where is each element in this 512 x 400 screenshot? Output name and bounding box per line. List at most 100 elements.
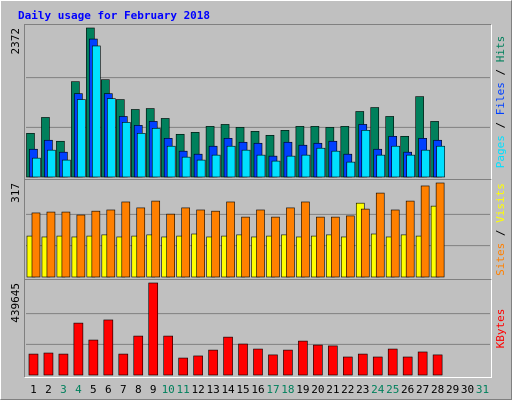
panel-bevel-light xyxy=(24,279,492,378)
x-tick-label: 15 xyxy=(236,383,249,396)
x-tick-label: 21 xyxy=(326,383,339,396)
bar xyxy=(43,352,54,376)
legend-entry: Sites xyxy=(494,243,507,276)
y-tick-label: 2372 xyxy=(9,28,22,55)
bar xyxy=(88,339,99,376)
bar xyxy=(121,201,131,278)
bar xyxy=(226,201,235,278)
x-tick-label: 25 xyxy=(386,383,399,396)
x-tick-label: 26 xyxy=(401,383,414,396)
x-tick-label: 31 xyxy=(476,383,489,396)
bar xyxy=(211,210,220,278)
x-tick-label: 28 xyxy=(431,383,444,396)
bar xyxy=(76,214,86,278)
bar xyxy=(91,210,101,278)
bar xyxy=(107,98,116,178)
bar xyxy=(376,154,386,178)
bar xyxy=(301,154,311,178)
bar xyxy=(61,211,71,278)
legend: KBytes xyxy=(494,309,507,349)
bar xyxy=(421,149,430,178)
bar xyxy=(316,216,325,278)
bar xyxy=(286,155,296,178)
bar xyxy=(31,212,41,278)
bar xyxy=(331,216,340,278)
bar xyxy=(151,200,161,278)
bar xyxy=(166,213,175,278)
legend-separator: / xyxy=(494,115,507,135)
bar xyxy=(77,99,86,178)
bar xyxy=(331,150,341,178)
legend-entry: Hits xyxy=(494,36,507,63)
y-tick-label: 317 xyxy=(9,183,22,203)
bar xyxy=(271,160,281,178)
bar xyxy=(28,353,39,376)
x-tick-label: 1 xyxy=(30,383,37,396)
bar xyxy=(103,319,114,376)
bar xyxy=(268,354,278,376)
x-tick-label: 13 xyxy=(206,383,219,396)
x-tick-label: 30 xyxy=(461,383,474,396)
legend: Pages / Files / Hits xyxy=(494,36,507,169)
bar xyxy=(47,149,56,178)
panel-bevel-dark xyxy=(24,24,492,180)
bar xyxy=(343,356,353,376)
legend-separator: / xyxy=(494,223,507,243)
bar xyxy=(148,282,159,376)
bar xyxy=(372,356,383,376)
bar xyxy=(391,145,401,178)
x-tick-label: 7 xyxy=(120,383,127,396)
bar xyxy=(193,355,203,376)
legend: Sites / Visits xyxy=(494,183,507,276)
bar xyxy=(253,348,263,376)
x-tick-label: 22 xyxy=(341,383,354,396)
x-tick-label: 14 xyxy=(221,383,235,396)
bar xyxy=(283,349,293,376)
bar xyxy=(121,122,131,178)
bar xyxy=(178,357,188,376)
bar xyxy=(328,345,338,376)
bar xyxy=(223,336,233,376)
bar xyxy=(313,344,323,376)
x-tick-label: 18 xyxy=(281,383,294,396)
bar xyxy=(238,343,248,376)
bar xyxy=(46,211,56,278)
x-tick-label: 6 xyxy=(105,383,112,396)
bar xyxy=(346,161,356,178)
bar xyxy=(256,154,266,178)
x-tick-label: 16 xyxy=(251,383,264,396)
bar xyxy=(92,45,101,178)
bar xyxy=(196,209,205,278)
bar xyxy=(241,216,250,278)
legend-separator: / xyxy=(494,62,507,82)
bar xyxy=(346,215,355,278)
bar xyxy=(420,185,430,278)
bar xyxy=(375,192,385,278)
bar xyxy=(151,128,161,178)
bar xyxy=(62,159,71,178)
bar xyxy=(357,353,368,376)
bar xyxy=(361,130,371,178)
x-tick-label: 8 xyxy=(135,383,142,396)
x-tick-label: 5 xyxy=(90,383,97,396)
x-tick-label: 2 xyxy=(45,383,52,396)
bar xyxy=(402,356,413,376)
bar xyxy=(226,145,236,178)
bar xyxy=(118,353,129,376)
bar xyxy=(136,133,146,178)
bar xyxy=(387,348,398,376)
x-tick-label: 27 xyxy=(416,383,429,396)
x-tick-label: 24 xyxy=(371,383,385,396)
bar xyxy=(406,154,415,178)
bar xyxy=(241,149,251,178)
x-tick-label: 11 xyxy=(177,383,190,396)
x-tick-label: 9 xyxy=(150,383,157,396)
bar xyxy=(360,208,370,278)
bar xyxy=(166,145,176,178)
bar xyxy=(286,207,295,278)
legend-entry: Files xyxy=(494,82,507,115)
bar xyxy=(208,349,218,376)
bar xyxy=(390,209,400,278)
x-tick-label: 29 xyxy=(446,383,459,396)
